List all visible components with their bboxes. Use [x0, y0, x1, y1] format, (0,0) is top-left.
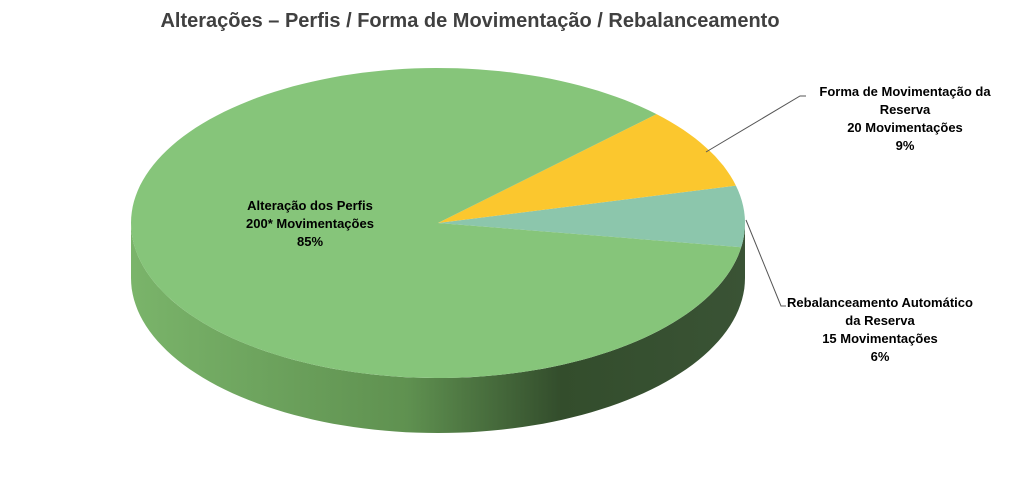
- label-name: Forma de Movimentação da: [819, 84, 991, 99]
- pie-side-wall: [131, 223, 745, 433]
- data-label-rebalanceamento: Rebalanceamento Automático da Reserva 15…: [780, 294, 980, 366]
- label-name-2: Reserva: [879, 102, 931, 117]
- chart-title: Alterações – Perfis / Forma de Movimenta…: [160, 10, 780, 32]
- label-value: 200* Movimentações: [246, 216, 374, 231]
- leader-line-forma: [705, 95, 806, 153]
- label-value: 20 Movimentações: [847, 120, 963, 135]
- slice-forma-movimentacao: [438, 114, 736, 223]
- slice-rebalanceamento: [438, 185, 745, 248]
- slice-alteracao-perfis: [131, 68, 742, 378]
- data-label-forma-movimentacao: Forma de Movimentação da Reserva 20 Movi…: [805, 83, 1005, 155]
- data-label-alteracao-perfis: Alteração dos Perfis 200* Movimentações …: [200, 197, 420, 251]
- label-name: Alteração dos Perfis: [247, 198, 373, 213]
- leader-line-rebalanceamento: [745, 219, 786, 307]
- label-name: Rebalanceamento Automático: [787, 295, 973, 310]
- label-value: 15 Movimentações: [822, 331, 938, 346]
- label-percent: 6%: [870, 349, 890, 364]
- label-percent: 85%: [296, 234, 324, 249]
- label-name-2: da Reserva: [845, 313, 915, 328]
- label-percent: 9%: [895, 138, 915, 153]
